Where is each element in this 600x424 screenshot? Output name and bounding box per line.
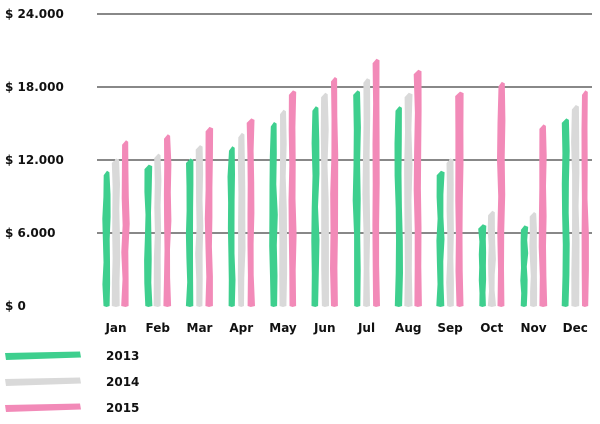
bar-2015-nov <box>538 124 548 308</box>
bar-2015-aug <box>413 69 422 307</box>
x-tick-label: Apr <box>229 321 253 335</box>
legend-swatch <box>5 377 81 386</box>
x-tick-label: Nov <box>520 321 546 335</box>
x-tick-label: Sep <box>437 321 463 335</box>
bar-2015-mar <box>204 126 214 308</box>
x-tick-label: Dec <box>563 321 588 335</box>
y-tick-label: $ 0 <box>5 299 26 313</box>
y-tick-label: $ 18.000 <box>5 80 64 94</box>
bar-2014-feb <box>153 153 162 307</box>
bar-2013-jun <box>311 106 320 307</box>
bars <box>102 58 589 308</box>
legend-label: 2014 <box>106 375 139 389</box>
bar-2013-apr <box>227 146 236 307</box>
bar-2015-apr <box>246 118 255 308</box>
bar-2013-aug <box>394 106 403 307</box>
bar-2013-may <box>269 122 278 307</box>
bar-2013-mar <box>185 158 194 307</box>
bar-2014-sep <box>446 158 454 307</box>
x-tick-label: Mar <box>187 321 213 335</box>
bar-2014-jul <box>362 78 371 307</box>
bar-2013-jan <box>102 170 111 307</box>
bar-2014-apr <box>237 132 246 307</box>
legend-label: 2015 <box>106 401 139 415</box>
bar-2013-oct <box>478 224 487 307</box>
x-tick-label: Oct <box>480 321 503 335</box>
bar-2013-sep <box>436 170 445 307</box>
x-tick-label: Feb <box>146 321 171 335</box>
x-tick-label: May <box>269 321 297 335</box>
y-tick-label: $ 6.000 <box>5 226 55 240</box>
bar-2015-may <box>288 90 297 308</box>
legend-swatch <box>5 351 81 360</box>
bar-2015-jul <box>372 58 380 308</box>
bar-2014-mar <box>195 145 204 307</box>
bar-2015-feb <box>163 134 172 307</box>
gridlines <box>97 13 592 234</box>
bar-2014-aug <box>404 92 413 307</box>
bar-2013-jul <box>352 90 361 308</box>
bar-2014-may <box>278 109 288 307</box>
y-axis-tick-labels: $ 0 $ 6.000 $ 12.000 $ 18.000 $ 24.000 <box>5 7 64 313</box>
bar-2013-dec <box>561 118 570 308</box>
bar-2014-oct <box>487 210 496 307</box>
y-tick-label: $ 24.000 <box>5 7 64 21</box>
bar-2015-jun <box>330 77 339 307</box>
x-tick-label: Jan <box>104 321 126 335</box>
bar-2015-jan <box>121 140 130 307</box>
bar-2013-feb <box>144 164 153 307</box>
bar-2015-oct <box>497 81 506 308</box>
bar-2015-dec <box>581 90 589 308</box>
bar-2014-nov <box>529 212 538 307</box>
x-tick-label: Aug <box>395 321 421 335</box>
y-tick-label: $ 12.000 <box>5 153 64 167</box>
legend: 2013 2014 2015 <box>5 349 139 415</box>
x-tick-label: Jul <box>357 321 375 335</box>
bar-2015-sep <box>455 91 464 307</box>
bar-2014-jan <box>111 158 121 307</box>
legend-label: 2013 <box>106 349 139 363</box>
legend-swatch <box>5 403 81 412</box>
x-axis-category-labels: Jan Feb Mar Apr May Jun Jul Aug Sep Oct Nov Dec <box>104 321 587 335</box>
bar-2014-dec <box>571 105 580 307</box>
bar-2014-jun <box>320 92 329 307</box>
x-tick-label: Jun <box>313 321 336 335</box>
bar-2013-nov <box>520 225 529 307</box>
